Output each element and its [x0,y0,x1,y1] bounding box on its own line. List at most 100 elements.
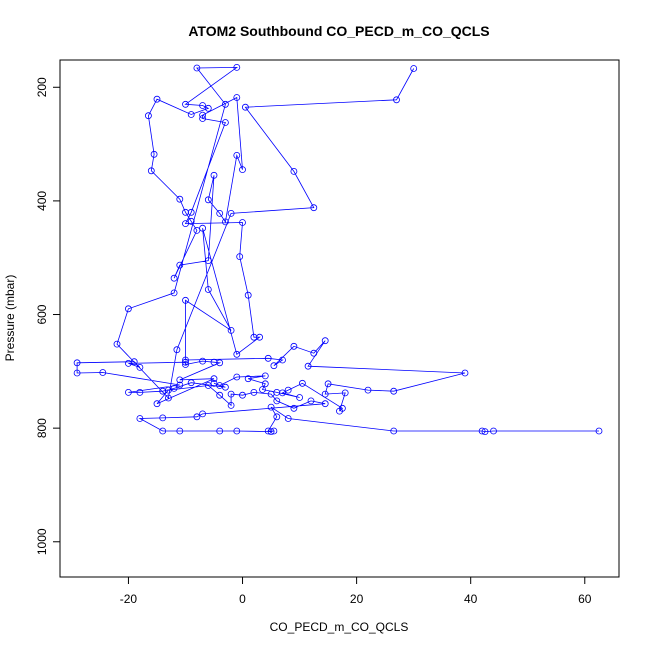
data-point [216,427,224,435]
data-point [233,350,241,358]
data-point [204,257,212,265]
data-point [236,253,244,261]
chart-title: ATOM2 Southbound CO_PECD_m_CO_QCLS [188,23,489,39]
data-point [187,379,195,387]
data-point [595,427,603,435]
data-point [187,111,195,118]
data-point [176,195,184,203]
data-point [153,400,161,408]
data-point [199,224,207,232]
y-tick-label: 800 [35,418,49,438]
data-point [221,119,229,126]
data-point [199,357,207,365]
data-point [233,64,241,71]
y-tick-label: 600 [35,304,49,324]
data-point [304,362,312,370]
data-point [261,372,269,380]
data-point [199,410,207,418]
data-point [221,100,229,108]
data-point [267,403,275,411]
data-point [233,94,241,101]
data-point [159,414,167,422]
data-point [210,171,218,179]
x-tick-label: 40 [464,592,478,606]
data-point [273,397,281,405]
data-point [239,166,246,174]
data-point [279,356,286,364]
data-point [239,391,246,399]
data-point [170,289,178,297]
data-point [390,427,398,435]
x-tick-label: 0 [239,592,246,606]
data-point [182,100,189,108]
data-point [159,427,167,435]
data-point [136,388,144,396]
data-point [182,296,189,304]
data-point [176,376,184,384]
data-point [259,386,266,393]
data-point [227,401,235,409]
data-point [182,220,189,228]
data-point [267,390,275,398]
x-axis-label: CO_PECD_m_CO_QCLS [270,620,409,634]
data-point [164,386,172,394]
data-point [233,373,241,381]
data-point [193,64,201,72]
data-point [478,427,486,435]
data-point [204,382,212,389]
data-point [182,358,189,366]
data-point [193,226,201,234]
data-point [310,204,318,212]
data-point [73,369,81,377]
data-point [290,342,298,350]
data-point [321,400,329,408]
data-point [182,356,189,364]
data-point [73,359,81,367]
data-point [341,389,349,397]
data-point [204,104,212,112]
data-point [393,96,400,104]
plot-points [73,64,603,436]
data-point [153,95,161,103]
data-point [250,388,258,396]
x-tick-label: 60 [578,592,592,606]
data-point [324,380,332,388]
data-point [290,167,298,175]
data-point [241,103,249,111]
data-point [136,363,144,371]
y-axis: 200 400 600 800 1000 [35,77,60,555]
data-point [221,383,229,391]
data-point [216,391,224,399]
x-tick-label: -20 [120,592,138,606]
data-point [199,111,207,119]
data-point [267,428,275,436]
data-point [261,380,269,388]
data-point [233,427,241,435]
data-point [124,305,132,313]
data-point [481,428,489,436]
data-point [461,369,469,377]
y-tick-label: 200 [35,77,49,97]
plot-frame [59,59,620,578]
data-point [216,209,224,217]
data-point [170,274,178,282]
data-point [284,386,292,394]
data-point [199,102,207,109]
data-point [227,326,235,334]
data-point [364,386,372,394]
data-point [338,404,346,412]
data-point [173,346,181,354]
data-point [221,218,229,226]
data-point [124,359,132,367]
data-point [210,375,218,383]
data-point [244,291,252,299]
data-point [113,340,121,348]
data-point [290,404,298,412]
data-point [244,375,252,383]
x-axis: -20 0 20 40 60 [120,577,592,606]
data-point [204,196,212,204]
data-point [147,167,155,175]
data-point [136,415,144,422]
data-point [410,65,418,72]
data-point [193,413,201,421]
